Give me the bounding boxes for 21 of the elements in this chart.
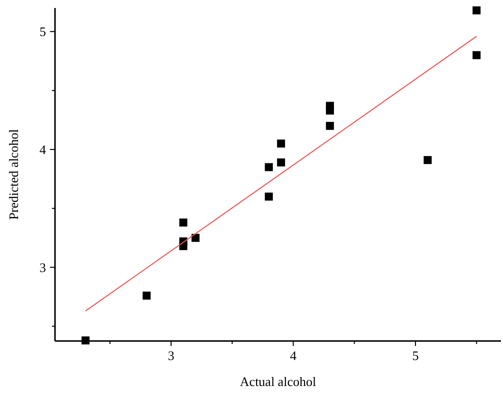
point [277, 158, 286, 166]
point [277, 140, 286, 148]
point [264, 192, 273, 201]
point [264, 163, 273, 172]
point [326, 122, 334, 130]
point [142, 292, 151, 300]
point [326, 106, 334, 115]
point [472, 6, 481, 14]
point [192, 234, 200, 242]
y-axis-title: Predicted alcohol [6, 128, 21, 220]
y-tick-label: 5 [40, 24, 46, 40]
y-tick-label: 4 [40, 142, 46, 157]
point [472, 51, 481, 60]
y-tick-label: 3 [40, 260, 46, 275]
point [179, 242, 188, 250]
point [179, 218, 188, 227]
x-tick-label: 3 [168, 348, 174, 363]
point [424, 156, 432, 164]
x-tick-label: 4 [290, 348, 298, 363]
x-tick-label: 5 [412, 348, 419, 363]
x-axis-title: Actual alcohol [240, 374, 316, 389]
